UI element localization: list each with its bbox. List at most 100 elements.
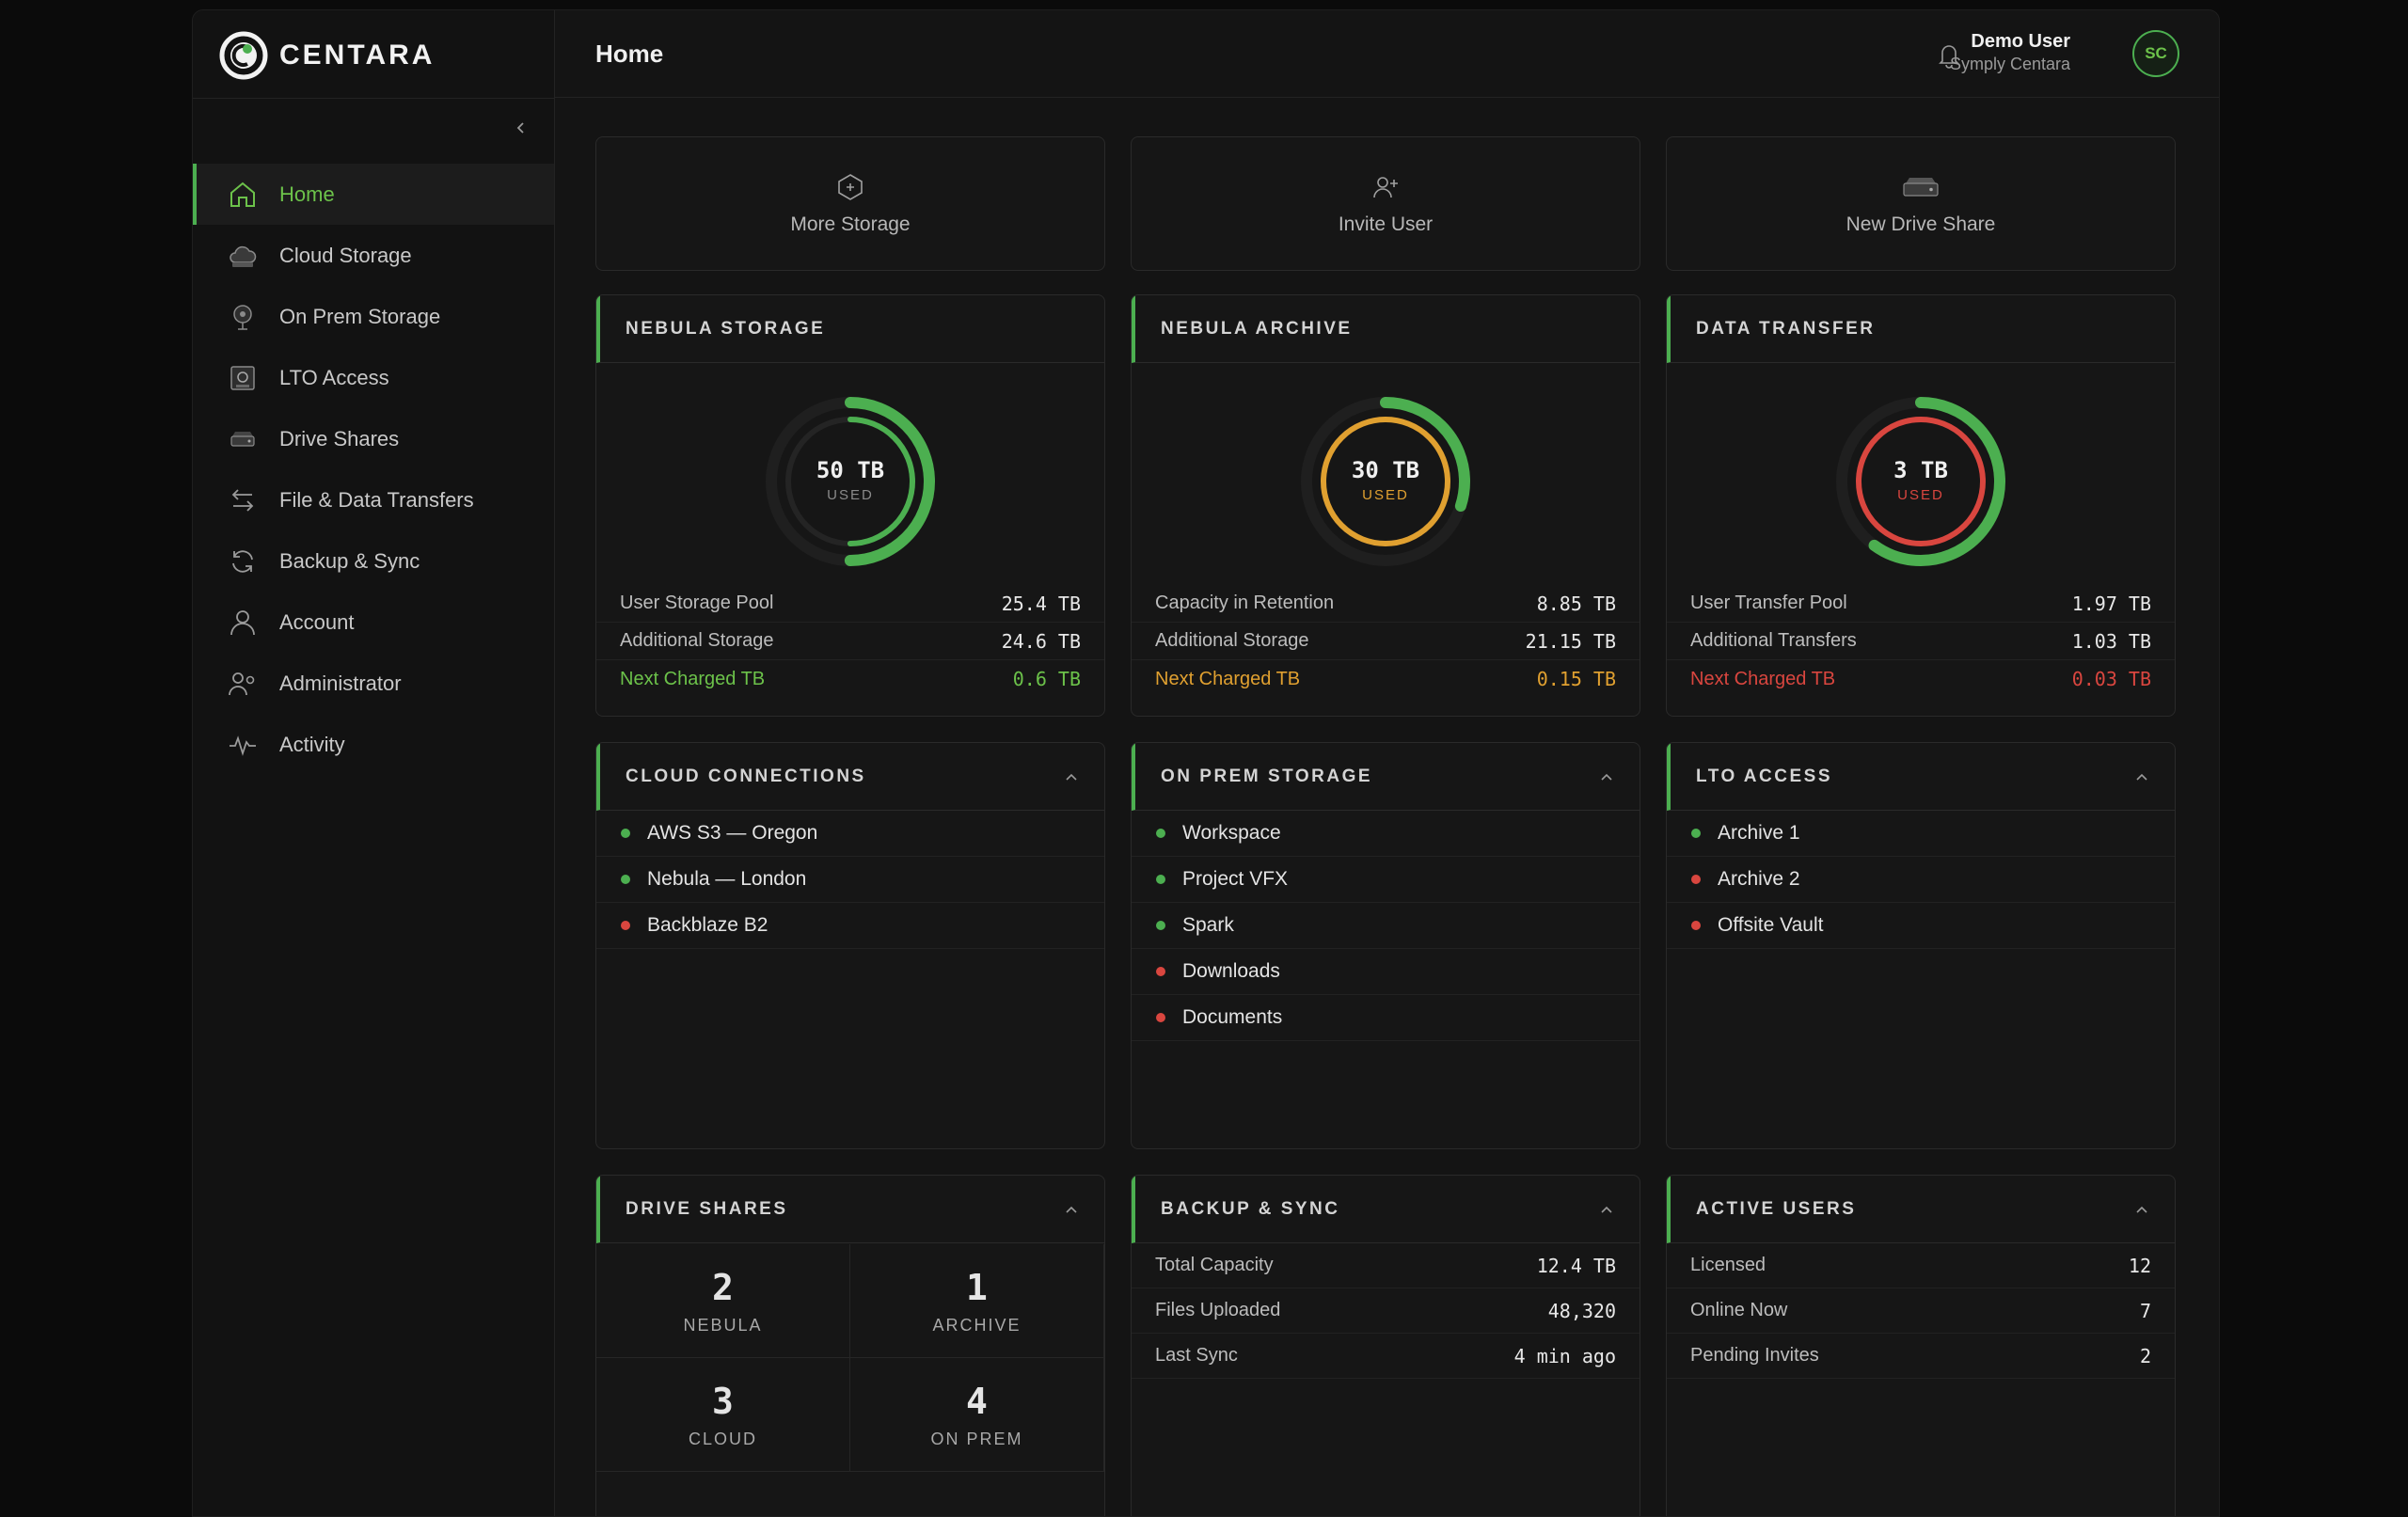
backup-stats: Total Capacity 12.4 TB Files Uploaded 48,3… [1132, 1243, 1640, 1379]
sidebar-item-drive-shares[interactable]: Drive Shares [193, 408, 554, 469]
next-charged-row: Next Charged TB 0.15 TB [1155, 668, 1616, 690]
bell-icon[interactable] [1933, 39, 1965, 71]
sidebar-item-label: Activity [279, 732, 345, 756]
drive-share-stat-nebula[interactable]: 2 NEBULA [596, 1244, 850, 1358]
server-icon [233, 304, 252, 330]
drive-share-stat-on-prem[interactable]: 4 ON PREM [850, 1358, 1104, 1472]
drive-shares-card: DRIVE SHARES 2 NEBULA 1 ARCHIVE 3 CLOUD 4 ON… [595, 1175, 1105, 1516]
usage-ring-graphic [1836, 397, 2005, 566]
admin-icon [229, 672, 255, 695]
sidebar-item-file-data-transfers[interactable]: File & Data Transfers [193, 469, 554, 530]
card-title: ACTIVE USERS [1696, 1198, 1857, 1219]
cloud-icon [230, 245, 257, 267]
list-item[interactable]: Offsite Vault [1667, 903, 2175, 949]
home-icon [230, 182, 255, 207]
card-header[interactable]: ACTIVE USERS [1667, 1176, 2175, 1243]
chevron-up-icon[interactable] [1061, 1199, 1082, 1220]
list-item[interactable]: AWS S3 — Oregon [596, 811, 1104, 857]
list-item-label: Project VFX [1182, 868, 1289, 890]
new-drive-share-button[interactable]: New Drive Share [1666, 136, 2176, 271]
card-header[interactable]: DRIVE SHARES [596, 1176, 1104, 1243]
stats-list: User Storage Pool 25.4 TB Additional Stor… [596, 585, 1104, 698]
card-title: LTO ACCESS [1696, 766, 1832, 786]
stat-row: User Storage Pool 25.4 TB [596, 585, 1104, 623]
tape-icon [230, 365, 255, 390]
top-header: Home Demo User Symply Centara SC [555, 10, 2219, 98]
card-title: CLOUD CONNECTIONS [626, 766, 866, 786]
list-item[interactable]: Archive 2 [1667, 857, 2175, 903]
logo[interactable]: CENTARA [219, 27, 435, 84]
list-item-label: AWS S3 — Oregon [647, 822, 818, 844]
invite-user-button[interactable]: Invite User [1131, 136, 1640, 271]
card-title: BACKUP & SYNC [1161, 1198, 1340, 1219]
backup-sync-card: BACKUP & SYNC Total Capacity 12.4 TB File… [1131, 1175, 1640, 1516]
chevron-up-icon[interactable] [1061, 766, 1082, 787]
drive-icon [230, 431, 255, 447]
card-title: DRIVE SHARES [626, 1198, 788, 1219]
chevron-left-icon [516, 122, 524, 134]
card-header[interactable]: BACKUP & SYNC [1132, 1176, 1640, 1243]
status-dot [1156, 875, 1165, 884]
sidebar-item-label: Administrator [279, 671, 402, 695]
sidebar-item-activity[interactable]: Activity [193, 714, 554, 775]
chevron-up-icon[interactable] [1596, 1199, 1617, 1220]
centara-logo-icon [219, 31, 268, 80]
kv-row: Online Now 7 [1667, 1288, 2175, 1334]
sidebar-item-administrator[interactable]: Administrator [193, 653, 554, 714]
kv-row: Total Capacity 12.4 TB [1132, 1243, 1640, 1288]
data-transfer-card: DATA TRANSFER 3 TB USED User Transfer Po… [1666, 294, 2176, 717]
kv-row: Pending Invites 2 [1667, 1334, 2175, 1379]
sidebar-item-label: File & Data Transfers [279, 487, 474, 512]
sidebar-item-backup-sync[interactable]: Backup & Sync [193, 530, 554, 592]
status-dot [1156, 1013, 1165, 1022]
sidebar-nav: Home Cloud Storage On Prem Storage LTO A… [193, 164, 554, 775]
card-header[interactable]: LTO ACCESS [1667, 743, 2175, 811]
sidebar-item-on-prem-storage[interactable]: On Prem Storage [193, 286, 554, 347]
list-item[interactable]: Archive 1 [1667, 811, 2175, 857]
used-value: 3 TB [1893, 457, 1948, 483]
more-storage-button[interactable]: More Storage [595, 136, 1105, 271]
action-label: Invite User [1338, 213, 1434, 235]
drive-share-stat-archive[interactable]: 1 ARCHIVE [850, 1244, 1104, 1358]
list-item[interactable]: Project VFX [1132, 857, 1640, 903]
inner-ring [1856, 417, 1986, 546]
sidebar-item-label: Account [279, 609, 355, 634]
list-item-label: Downloads [1182, 960, 1280, 982]
sidebar-item-home[interactable]: Home [193, 164, 554, 225]
card-header[interactable]: CLOUD CONNECTIONS [596, 743, 1104, 811]
hexagon-plus-icon [838, 173, 863, 200]
list-item[interactable]: Downloads [1132, 949, 1640, 995]
sidebar-item-account[interactable]: Account [193, 592, 554, 653]
used-label: USED [1897, 487, 1944, 503]
list-item[interactable]: Backblaze B2 [596, 903, 1104, 949]
card-title: DATA TRANSFER [1696, 318, 1876, 339]
card-header[interactable]: ON PREM STORAGE [1132, 743, 1640, 811]
sidebar-divider [193, 98, 554, 99]
status-dot [621, 829, 630, 838]
sidebar-item-label: LTO Access [279, 365, 389, 389]
chevron-up-icon[interactable] [2131, 766, 2152, 787]
drive-share-stat-cloud[interactable]: 3 CLOUD [596, 1358, 850, 1472]
page-title: Home [595, 40, 664, 68]
user-menu[interactable]: Demo User Symply Centara [1950, 31, 2070, 74]
sidebar-item-label: Drive Shares [279, 426, 400, 450]
card-header: DATA TRANSFER [1667, 295, 2175, 363]
collapse-sidebar-button[interactable] [507, 114, 535, 142]
sidebar-item-lto-access[interactable]: LTO Access [193, 347, 554, 408]
list-item[interactable]: Workspace [1132, 811, 1640, 857]
user-icon [230, 609, 255, 635]
list-item[interactable]: Spark [1132, 903, 1640, 949]
stat-row: Additional Storage 21.15 TB [1132, 623, 1640, 660]
used-label: USED [827, 487, 874, 503]
inner-ring [1321, 417, 1450, 546]
chevron-up-icon[interactable] [2131, 1199, 2152, 1220]
status-dot [621, 875, 630, 884]
list-item-label: Backblaze B2 [647, 914, 768, 936]
list-item[interactable]: Documents [1132, 995, 1640, 1041]
list-item[interactable]: Nebula — London [596, 857, 1104, 903]
sidebar-item-cloud-storage[interactable]: Cloud Storage [193, 225, 554, 286]
used-value: 50 TB [816, 457, 885, 483]
nebula-archive-card: NEBULA ARCHIVE 30 TB USED Capacity in Re… [1131, 294, 1640, 717]
chevron-up-icon[interactable] [1596, 766, 1617, 787]
avatar[interactable]: SC [2132, 30, 2179, 77]
